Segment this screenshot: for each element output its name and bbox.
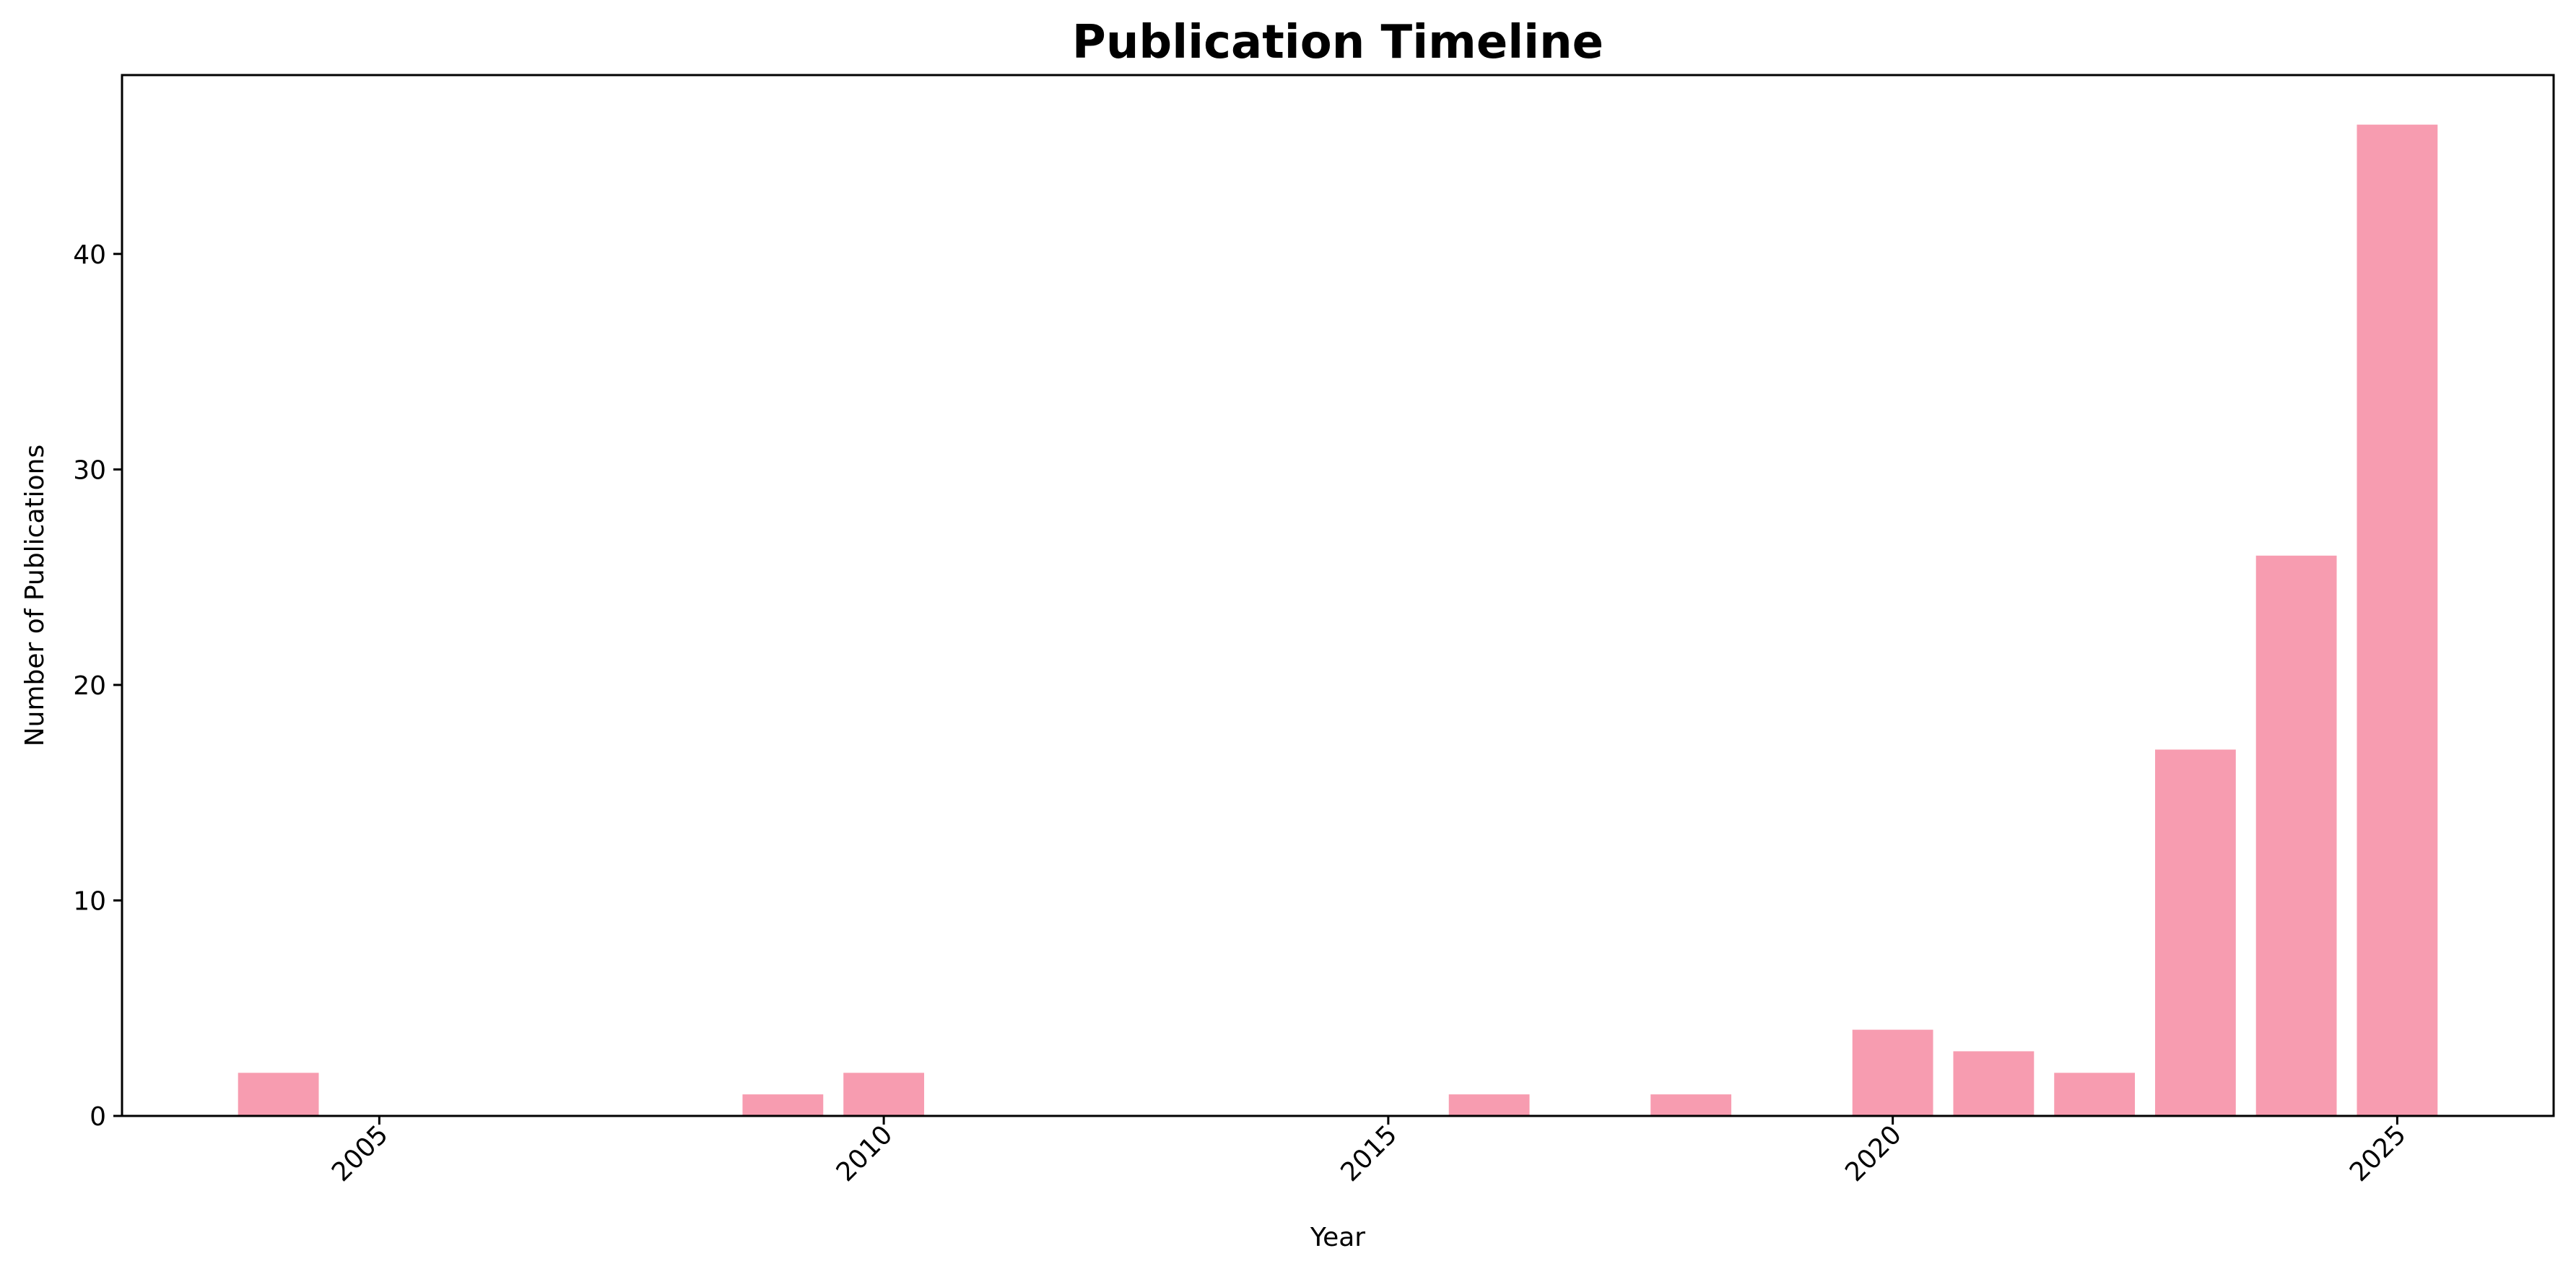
bar-2016 [1448, 1094, 1530, 1116]
y-axis-label: Number of Publications [20, 445, 50, 747]
chart-title: Publication Timeline [1072, 16, 1604, 69]
bars-group [238, 124, 2438, 1117]
x-tick-label: 2015 [1335, 1120, 1403, 1187]
x-tick-label: 2025 [2344, 1120, 2412, 1187]
x-tick-label: 2010 [831, 1120, 899, 1187]
plot-area-frame [121, 74, 2555, 1117]
bar-2025 [2357, 124, 2438, 1117]
y-tick-label: 30 [73, 455, 106, 485]
x-axis-label: Year [1310, 1223, 1365, 1252]
y-tick-label: 10 [73, 886, 106, 916]
x-axis-ticks: 2005 2010 2015 2020 2025 [326, 1116, 2412, 1187]
x-tick-label: 2005 [326, 1120, 394, 1187]
y-tick-label: 40 [73, 240, 106, 270]
y-tick-label: 20 [73, 671, 106, 701]
y-tick-label: 0 [90, 1102, 106, 1132]
bar-2009 [742, 1094, 824, 1116]
bar-2022 [2054, 1073, 2136, 1116]
bar-2010 [843, 1073, 925, 1116]
y-axis-ticks: 0 10 20 30 40 [73, 240, 122, 1132]
x-tick-label: 2020 [1840, 1120, 1907, 1187]
bar-2018 [1650, 1094, 1732, 1116]
bar-2024 [2255, 555, 2337, 1116]
bar-2020 [1852, 1029, 1933, 1116]
bar-2021 [1953, 1051, 2035, 1116]
bar-2004 [238, 1073, 319, 1116]
bar-2023 [2154, 749, 2236, 1116]
